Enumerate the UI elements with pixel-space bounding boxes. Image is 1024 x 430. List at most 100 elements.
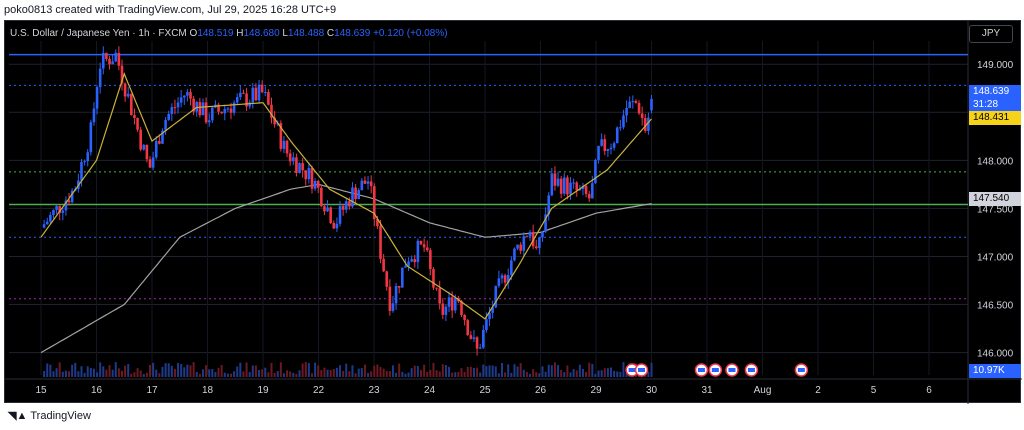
volume-bar [254,365,257,377]
volume-bar [96,372,99,377]
symbol-label[interactable]: U.S. Dollar / Japanese Yen · 1h · FXCM [10,28,187,39]
candle-body [491,307,494,313]
volume-bar [401,371,404,377]
economic-event-flag-icon[interactable] [634,363,649,377]
volume-bar [120,370,123,377]
x-tick-label: 19 [257,385,269,396]
volume-bar [55,368,58,377]
candle-body [164,119,167,131]
price-chart[interactable]: 146.000 146.500 147.000 147.500 148.000 148.5… [5,21,1022,404]
volume-bar [603,368,606,377]
currency-button[interactable]: JPY [969,25,1013,43]
candle-body [239,92,242,98]
volume-bar [155,369,158,377]
tradingview-logo[interactable]: ◥▲ TradingView [8,408,91,424]
candle-body [435,287,438,289]
volume-bar [239,362,242,377]
candle-body [606,149,610,152]
candle-body [372,186,376,220]
flag-stripe [728,368,736,372]
candle-body [407,261,410,267]
volume-bar [49,364,52,377]
volume-bar [610,367,613,377]
volume-bar [585,371,588,377]
economic-event-flag-icon[interactable] [625,363,639,377]
volume-bar [86,366,89,377]
candle-body [351,187,354,207]
y-tick-label: 148.000 [977,156,1014,167]
economic-event-flag-icon[interactable] [744,363,759,377]
candle-body [516,244,519,249]
x-tick-label: 6 [926,385,932,396]
volume-bar [52,371,55,377]
candle-body [301,163,304,171]
volume-bar [286,370,289,377]
volume-bar [507,364,510,377]
flag-stripe [797,368,805,372]
candle-body [307,167,311,180]
candle-body [98,68,102,88]
x-axis: 15 16 17 18 19 22 23 24 25 26 29 30 31 Aug 2 5 6 [35,385,932,396]
chart-panel[interactable]: 146.000 146.500 147.000 147.500 148.000 148.5… [4,20,1022,404]
candle-body [282,140,286,149]
x-tick-label: 26 [535,385,547,396]
volume-bar [497,373,500,377]
last-price-tag: 148.639 [969,85,1021,99]
volume-bar [363,364,366,377]
candle-body [323,206,326,212]
volume-bar [622,362,625,377]
candle-body [531,231,535,247]
economic-event-flag-icon[interactable] [708,363,723,377]
candle-body [89,122,93,153]
volume-bar [379,366,382,377]
level-layer [9,53,968,300]
high-value: 148.680 [243,28,280,39]
x-tick-label: 17 [146,385,158,396]
candle-body [326,207,329,212]
x-tick-label: 23 [368,385,380,396]
candle-body [547,195,551,215]
volume-bar [245,362,248,377]
candle-body [70,190,74,203]
candle-body [316,181,320,188]
volume-bar [557,364,560,377]
volume-bar [563,372,566,377]
volume-bar [373,365,376,377]
volume-bar [133,372,136,377]
volume-bar [248,372,251,377]
volume-bar [650,362,653,377]
volume-bar [494,366,497,377]
volume-bar [167,363,170,377]
volume-bar [469,366,472,377]
volume-bar [504,372,507,377]
volume-bar [230,373,233,377]
economic-event-flag-icon[interactable] [794,363,809,377]
candle-body [376,219,379,227]
volume-bar [198,373,201,377]
candle-body [232,102,236,113]
candle-body [441,303,445,315]
candle-body [622,115,625,128]
economic-event-flag-icon[interactable] [694,363,709,377]
volume-bar [529,373,532,377]
candle-body [603,139,607,152]
close-value: 148.639 [334,28,371,39]
candle-body [522,236,526,251]
candle-body [49,214,52,222]
candle-body [600,139,603,146]
candle-body [83,161,86,163]
candle-body [506,274,510,283]
volume-bar [345,363,348,377]
economic-event-flag-icon[interactable] [725,363,739,377]
candle-body [167,114,171,120]
candle-body [584,185,588,194]
volume-bar [485,366,488,377]
candle-body [341,206,345,210]
candle-body [628,101,631,108]
volume-bar [575,370,578,377]
candle-body [114,52,118,62]
y-tick-label: 146.500 [977,301,1014,312]
volume-bar [242,371,245,377]
high-label: H [236,28,244,39]
candle-body [254,87,258,101]
